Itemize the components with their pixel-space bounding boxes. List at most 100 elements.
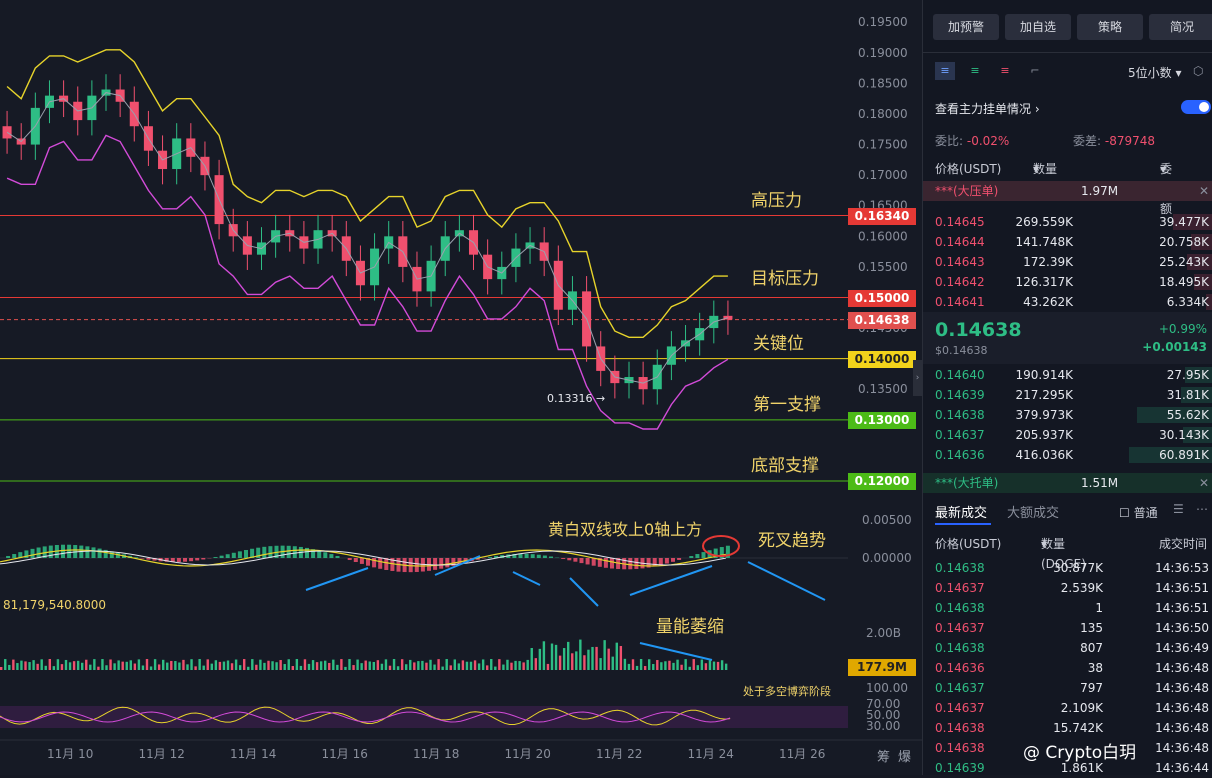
macd-histogram-bar (348, 558, 352, 560)
collapse-handle[interactable]: › (913, 360, 922, 396)
diff-label: 委差: (1073, 134, 1101, 148)
view-mode-icons: ≡ ≡ ≡ ⌐ (935, 62, 1045, 80)
col-qty-header[interactable]: 数量 (DOGE) ▾ (1033, 159, 1039, 179)
macd-histogram-bar (293, 546, 297, 558)
trade-qty: 2.539K (1061, 578, 1103, 598)
add-watchlist-button[interactable]: 加自选 (1005, 14, 1071, 40)
annotation-bottom-support: 底部支撑 (751, 451, 819, 476)
candle-body (3, 126, 12, 138)
bottom-right-label[interactable]: 爆 (898, 746, 911, 765)
volume-bar (531, 648, 533, 670)
bid-big-value: 1.51M (1081, 473, 1118, 493)
bottom-left-label[interactable]: 筹 (877, 746, 890, 765)
main-orders-toggle[interactable] (1181, 100, 1211, 114)
volume-bar (32, 660, 34, 670)
volume-bar (227, 660, 229, 670)
main-orders-link[interactable]: 查看主力挂单情况 › (935, 100, 1040, 117)
bid-amount: 60.891K (1159, 445, 1209, 465)
macd-tick-label: 0.00500 (862, 513, 912, 527)
close-icon[interactable]: ✕ (1199, 473, 1209, 493)
price-tag-target: 0.15000 (848, 290, 916, 307)
diff-value: -879748 (1105, 134, 1155, 148)
asks-only-icon[interactable]: ≡ (995, 62, 1015, 80)
macd-histogram-bar (177, 558, 181, 562)
macd-histogram-bar (531, 554, 535, 558)
chart-svg[interactable]: 0.195000.190000.185000.180000.175000.170… (0, 0, 922, 775)
bid-qty: 217.295K (1016, 385, 1074, 405)
volume-bar (53, 666, 55, 670)
macd-histogram-bar (586, 558, 590, 564)
tab-latest-trades[interactable]: 最新成交 (935, 502, 987, 521)
volume-bar (41, 659, 43, 670)
trade-qty: 30.877K (1053, 558, 1103, 578)
macd-histogram-bar (244, 550, 248, 558)
add-alert-button[interactable]: 加预警 (933, 14, 999, 40)
volume-bar (506, 660, 508, 670)
macd-histogram-bar (146, 558, 150, 560)
macd-tick-label: 0.00000 (862, 551, 912, 565)
macd-histogram-bar (671, 558, 675, 562)
trade-price: 0.14638 (935, 598, 985, 618)
ask-price: 0.14641 (935, 292, 985, 312)
volume-bar (304, 659, 306, 670)
macd-histogram-bar (61, 545, 65, 558)
settings-icon[interactable]: ⬡ (1193, 64, 1203, 78)
ask-amount: 6.334K (1167, 292, 1209, 312)
volume-bar (437, 659, 439, 670)
volume-bar (616, 643, 618, 670)
tab-large-trades[interactable]: 大额成交 (1007, 502, 1059, 521)
volume-bar (340, 659, 342, 670)
ask-big-label: ***(大压单) (935, 181, 998, 201)
depth-icon[interactable]: ⌐ (1025, 62, 1045, 80)
decimals-value: 5位小数 (1128, 66, 1172, 80)
trade-col-qty[interactable]: 数量(DOGE) ▾ (1041, 534, 1047, 554)
strategy-button[interactable]: 策略 (1077, 14, 1143, 40)
bids-only-icon[interactable]: ≡ (965, 62, 985, 80)
bid-price: 0.14639 (935, 385, 985, 405)
volume-bar (77, 661, 79, 670)
trade-qty: 1 (1095, 598, 1103, 618)
more-icon[interactable]: ⋯ (1196, 502, 1208, 516)
close-icon[interactable]: ✕ (1199, 181, 1209, 201)
both-sides-icon[interactable]: ≡ (935, 62, 955, 80)
trade-time: 14:36:51 (1155, 578, 1209, 598)
decimals-select[interactable]: 5位小数 ▾ (1128, 64, 1181, 81)
price-tag-support-2: 0.13000 (848, 412, 916, 429)
volume-bar (571, 653, 573, 670)
normal-filter[interactable]: ☐ 普通 (1119, 504, 1158, 521)
col-amount-header[interactable]: 委托额 ▾ (1160, 159, 1166, 179)
volume-bar (624, 659, 626, 670)
volume-bar (494, 667, 496, 670)
y-tick-label: 0.18000 (858, 107, 908, 121)
macd-histogram-bar (6, 556, 10, 558)
bid-amount: 30.143K (1159, 425, 1209, 445)
ask-big-row: ***(大压单) 1.97M ✕ (923, 181, 1212, 201)
macd-histogram-bar (31, 549, 35, 558)
volume-bar (312, 660, 314, 670)
volume-bar (421, 661, 423, 670)
overview-button[interactable]: 简况 (1149, 14, 1212, 40)
volume-bar (61, 664, 63, 670)
volume-bar (45, 666, 47, 670)
filter-icon[interactable]: ☰ (1173, 502, 1184, 516)
